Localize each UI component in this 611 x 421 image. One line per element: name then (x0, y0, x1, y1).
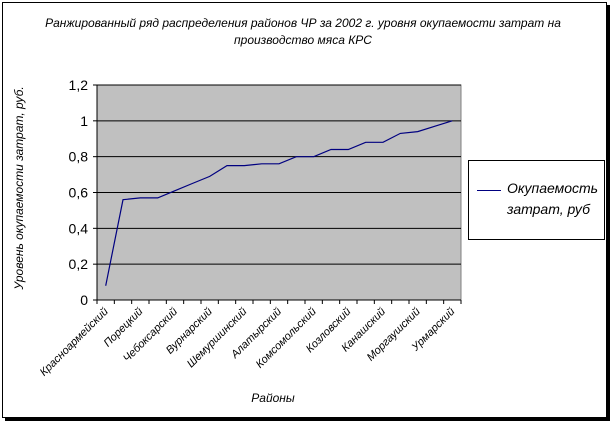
legend-series-line (477, 190, 501, 191)
y-tick-label: 0,4 (69, 220, 89, 236)
x-axis-label: Районы (251, 391, 295, 405)
y-tick-label: 0 (80, 292, 88, 308)
legend: Окупаемость затрат, руб (468, 160, 605, 240)
series-line (105, 120, 453, 286)
x-tick-label: Шемуршинский (185, 306, 250, 371)
y-tick-label: 0,2 (69, 256, 89, 272)
y-tick-label: 0,8 (69, 149, 89, 165)
y-axis-label: Уровень окупаемости затрат, руб. (12, 86, 26, 290)
chart-frame: Ранжированный ряд распределения районов … (2, 2, 607, 418)
chart-title: Ранжированный ряд распределения районов … (45, 16, 561, 47)
x-tick-label: Красноармейский (38, 306, 111, 379)
legend-series-label: Окупаемость затрат, руб (507, 180, 599, 217)
x-tick-label: Комсомольский (254, 306, 319, 371)
y-tick-label: 1 (80, 113, 88, 129)
y-tick-label: 1,2 (69, 77, 89, 93)
y-tick-label: 0,6 (69, 185, 89, 201)
chart-svg: 00,20,40,60,811,2КрасноармейскийПорецкий… (38, 77, 462, 379)
